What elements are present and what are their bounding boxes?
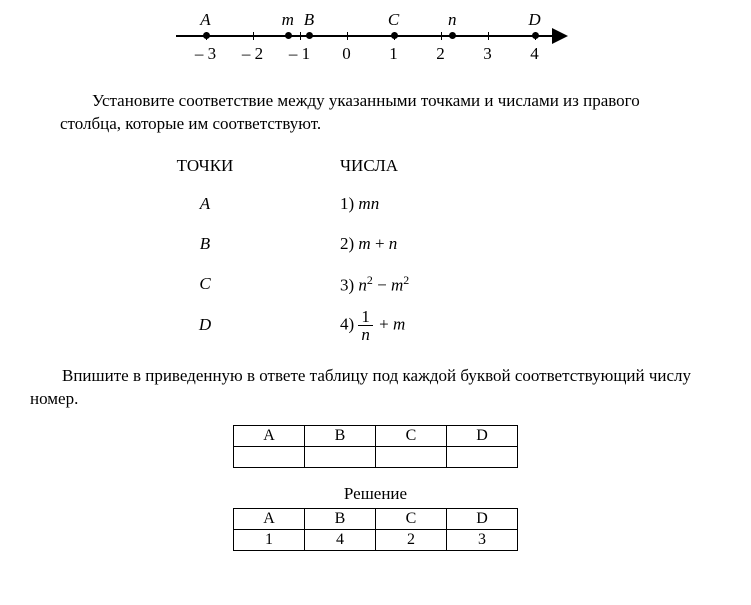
answer-cell[interactable]	[305, 446, 376, 467]
match-row: C 3) n2 − m2	[0, 272, 751, 296]
answer-table-solution: A B C D 1 4 2 3	[233, 508, 518, 551]
number-line-axis	[176, 35, 556, 37]
table-row	[234, 446, 518, 467]
solution-caption: Решение	[0, 484, 751, 504]
match-row: A 1) mn	[0, 192, 751, 216]
table-header-cell: B	[305, 425, 376, 446]
match-row: B 2) m + n	[0, 232, 751, 256]
number-line-tick-label: 4	[530, 44, 539, 64]
instruction-text: Впишите в приведенную в ответе таблицу п…	[30, 365, 721, 411]
table-header-cell: C	[376, 425, 447, 446]
table-row: 1 4 2 3	[234, 529, 518, 550]
numbers-header: ЧИСЛА	[340, 156, 540, 176]
number-line-tick-label: 3	[483, 44, 492, 64]
number-option: 2) m + n	[340, 234, 600, 254]
number-line-tick	[253, 32, 255, 40]
number-option: 3) n2 − m2	[340, 273, 600, 296]
solution-cell: 3	[447, 529, 518, 550]
solution-cell: 2	[376, 529, 447, 550]
table-header-cell: D	[447, 425, 518, 446]
number-line-point-label: n	[448, 10, 457, 30]
table-header-cell: B	[305, 508, 376, 529]
match-section: ТОЧКИ ЧИСЛА A 1) mn B 2) m + n C 3) n2 −…	[0, 156, 751, 343]
point-label: B	[70, 234, 340, 254]
number-line-point-label: m	[282, 10, 294, 30]
table-header-cell: A	[234, 425, 305, 446]
number-line-tick-label: 0	[342, 44, 351, 64]
number-line-point	[306, 32, 313, 39]
number-line-tick	[347, 32, 349, 40]
number-line-tick-label: 1	[389, 44, 398, 64]
solution-cell: 4	[305, 529, 376, 550]
table-row: A B C D	[234, 508, 518, 529]
point-label: A	[70, 194, 340, 214]
number-option: 4) 1n + m	[340, 308, 600, 343]
number-line-arrow	[552, 28, 568, 44]
number-line-tick-label: 2	[436, 44, 445, 64]
point-label: D	[70, 315, 340, 335]
number-line-point	[391, 32, 398, 39]
answer-cell[interactable]	[376, 446, 447, 467]
number-line-point-label: B	[304, 10, 314, 30]
instruction-text-content: Впишите в приведенную в ответе таблицу п…	[30, 366, 691, 408]
point-label: C	[70, 274, 340, 294]
number-line-tick	[441, 32, 443, 40]
problem-text-content: Установите соответствие между указанными…	[60, 91, 640, 133]
number-line-point	[285, 32, 292, 39]
number-option: 1) mn	[340, 194, 600, 214]
number-line-tick-label: – 1	[289, 44, 310, 64]
number-line-tick	[300, 32, 302, 40]
solution-cell: 1	[234, 529, 305, 550]
answer-cell[interactable]	[234, 446, 305, 467]
answer-cell[interactable]	[447, 446, 518, 467]
table-header-cell: D	[447, 508, 518, 529]
answer-table-empty: A B C D	[233, 425, 518, 468]
number-line-point	[203, 32, 210, 39]
number-line-point	[449, 32, 456, 39]
number-line-point-label: A	[200, 10, 210, 30]
problem-text: Установите соответствие между указанными…	[60, 90, 691, 136]
points-header: ТОЧКИ	[70, 156, 340, 176]
table-header-cell: C	[376, 508, 447, 529]
number-line: – 3 – 2 – 1 0 1 2 3 4 AmB Cn D	[176, 10, 576, 70]
table-row: A B C D	[234, 425, 518, 446]
number-line-point-label: D	[528, 10, 540, 30]
number-line-point	[532, 32, 539, 39]
number-line-point-label: C	[388, 10, 399, 30]
number-line-tick	[488, 32, 490, 40]
number-line-tick-label: – 3	[195, 44, 216, 64]
number-line-tick-label: – 2	[242, 44, 263, 64]
table-header-cell: A	[234, 508, 305, 529]
match-row: D 4) 1n + m	[0, 308, 751, 343]
